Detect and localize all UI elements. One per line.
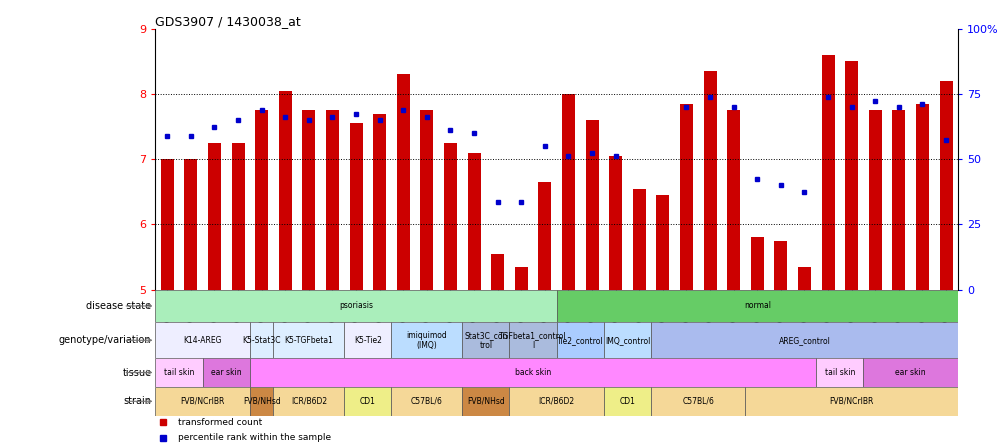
Bar (538, 182, 551, 289)
Bar (391, 322, 462, 358)
Text: tail skin: tail skin (824, 368, 854, 377)
Bar (249, 387, 274, 416)
Text: FVB/NCrIBR: FVB/NCrIBR (180, 397, 224, 406)
Bar (603, 387, 650, 416)
Bar (155, 358, 202, 387)
Text: C57BL/6: C57BL/6 (681, 397, 713, 406)
Text: Stat3C_con
trol: Stat3C_con trol (464, 331, 507, 349)
Text: ear skin: ear skin (210, 368, 241, 377)
Bar (561, 94, 574, 289)
Bar (608, 156, 621, 289)
Bar (462, 322, 509, 358)
Bar (420, 110, 433, 289)
Text: GDS3907 / 1430038_at: GDS3907 / 1430038_at (155, 15, 301, 28)
Text: tail skin: tail skin (163, 368, 194, 377)
Text: normal: normal (743, 301, 770, 310)
Bar (816, 358, 863, 387)
Bar (231, 143, 244, 289)
Text: strain: strain (123, 396, 151, 406)
Bar (845, 61, 858, 289)
Bar (744, 387, 957, 416)
Bar (350, 123, 362, 289)
Text: K5-Stat3C: K5-Stat3C (242, 336, 281, 345)
Bar (650, 322, 957, 358)
Bar (255, 110, 268, 289)
Text: transformed count: transformed count (177, 418, 262, 427)
Bar (892, 110, 905, 289)
Text: CD1: CD1 (360, 397, 376, 406)
Bar (391, 387, 462, 416)
Bar (155, 387, 249, 416)
Text: CD1: CD1 (619, 397, 635, 406)
Bar (939, 81, 952, 289)
Text: C57BL/6: C57BL/6 (411, 397, 442, 406)
Text: Tie2_control: Tie2_control (556, 336, 603, 345)
Bar (202, 358, 249, 387)
Bar (868, 110, 881, 289)
Text: tissue: tissue (122, 368, 151, 377)
Bar (915, 104, 928, 289)
Text: psoriasis: psoriasis (339, 301, 373, 310)
Bar (509, 322, 556, 358)
Bar (326, 110, 339, 289)
Text: FVB/NCrIBR: FVB/NCrIBR (829, 397, 873, 406)
Text: K5-Tie2: K5-Tie2 (354, 336, 382, 345)
Bar (344, 387, 391, 416)
Bar (444, 143, 457, 289)
Bar (679, 104, 692, 289)
Bar (514, 267, 527, 289)
Text: AREG_control: AREG_control (778, 336, 830, 345)
Bar (155, 322, 249, 358)
Bar (585, 120, 598, 289)
Bar (726, 110, 739, 289)
Bar (207, 143, 220, 289)
Text: ear skin: ear skin (895, 368, 925, 377)
Text: TGFbeta1_control
l: TGFbeta1_control l (499, 331, 566, 349)
Bar (556, 322, 603, 358)
Text: percentile rank within the sample: percentile rank within the sample (177, 433, 331, 442)
Bar (491, 254, 504, 289)
Text: IMQ_control: IMQ_control (604, 336, 649, 345)
Bar (650, 387, 744, 416)
Bar (184, 159, 197, 289)
Bar (397, 75, 410, 289)
Bar (467, 153, 480, 289)
Bar (373, 114, 386, 289)
Text: imiquimod
(IMQ): imiquimod (IMQ) (406, 331, 447, 349)
Text: ICR/B6D2: ICR/B6D2 (538, 397, 574, 406)
Bar (798, 267, 811, 289)
Bar (279, 91, 292, 289)
Bar (702, 71, 715, 289)
Bar (655, 195, 668, 289)
Bar (249, 322, 274, 358)
Bar (155, 289, 556, 322)
Bar (603, 322, 650, 358)
Text: FVB/NHsd: FVB/NHsd (467, 397, 504, 406)
Bar (274, 387, 344, 416)
Bar (863, 358, 957, 387)
Bar (160, 159, 173, 289)
Text: ICR/B6D2: ICR/B6D2 (291, 397, 327, 406)
Text: disease state: disease state (86, 301, 151, 311)
Bar (750, 238, 763, 289)
Text: K5-TGFbeta1: K5-TGFbeta1 (285, 336, 333, 345)
Bar (821, 55, 834, 289)
Text: back skin: back skin (514, 368, 551, 377)
Bar (774, 241, 787, 289)
Text: K14-AREG: K14-AREG (183, 336, 221, 345)
Bar (274, 322, 344, 358)
Text: genotype/variation: genotype/variation (59, 335, 151, 345)
Bar (462, 387, 509, 416)
Bar (302, 110, 315, 289)
Bar (344, 322, 391, 358)
Bar (509, 387, 603, 416)
Bar (556, 289, 957, 322)
Text: FVB/NHsd: FVB/NHsd (242, 397, 281, 406)
Bar (632, 189, 645, 289)
Bar (249, 358, 816, 387)
